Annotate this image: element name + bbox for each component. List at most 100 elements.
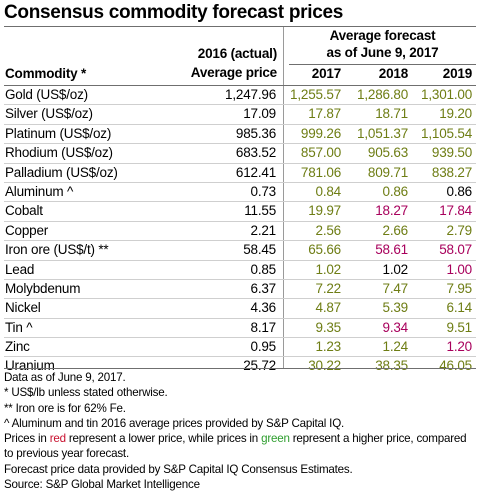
actual-price: 985.36: [235, 125, 276, 141]
forecast-2017: 4.87: [315, 300, 342, 316]
forecast-2018: 9.34: [382, 319, 409, 335]
actual-price: 0.85: [250, 261, 277, 277]
forecast-2019: 7.95: [446, 280, 473, 296]
commodity-name: Aluminum ^: [5, 183, 74, 199]
legend-text-middle: represent a lower price, while prices in: [65, 432, 262, 446]
actual-price: 2.21: [250, 222, 277, 238]
forecast-2017: 7.22: [315, 280, 342, 296]
commodity-name: Molybdenum: [5, 280, 81, 296]
note-color-legend: Prices in red represent a lower price, w…: [4, 431, 476, 462]
note-units: * US$/lb unless stated otherwise.: [4, 386, 168, 400]
actual-price: 683.52: [235, 145, 276, 161]
commodity-name: Tin ^: [5, 319, 33, 335]
legend-text-end: represent a higher price, compared to pr…: [4, 432, 467, 461]
forecast-2019: 0.86: [446, 183, 473, 199]
table-bottom-rule: [4, 368, 476, 369]
forecast-2017: 1.02: [315, 261, 342, 277]
forecast-2017: 65.66: [308, 242, 341, 258]
forecast-2019: 19.20: [439, 106, 472, 122]
table-row: Copper 2.21 2.56 2.66 2.79: [4, 222, 476, 242]
forecast-2019: 838.27: [431, 164, 472, 180]
forecast-2017: 17.87: [308, 106, 341, 122]
commodity-name: Copper: [5, 222, 49, 238]
forecast-2019: 9.51: [446, 319, 473, 335]
table-row: Aluminum ^ 0.73 0.84 0.86 0.86: [4, 183, 476, 203]
table-row: Gold (US$/oz) 1,247.96 1,255.57 1,286.80 1,3…: [4, 86, 476, 106]
header-2017: 2017: [311, 66, 341, 81]
table-row: Cobalt 11.55 19.97 18.27 17.84: [4, 202, 476, 222]
forecast-2018: 18.71: [375, 106, 408, 122]
table-row: Uranium 25.72 30.22 38.35 46.05: [4, 357, 476, 375]
legend-red-word: red: [49, 432, 66, 446]
header-forecast-line2: as of June 9, 2017: [326, 45, 439, 60]
forecast-2018: 5.39: [382, 300, 409, 316]
note-data-date: Data as of June 9, 2017.: [4, 371, 126, 384]
forecast-2017: 1.23: [315, 339, 342, 355]
header-2019: 2019: [442, 66, 472, 81]
actual-price: 58.45: [243, 242, 276, 258]
table-row: Lead 0.85 1.02 1.02 1.00: [4, 261, 476, 280]
table-row: Nickel 4.36 4.87 5.39 6.14: [4, 299, 476, 319]
forecast-2018: 58.61: [375, 242, 408, 258]
forecast-2019: 17.84: [439, 203, 472, 219]
commodity-name: Lead: [5, 261, 35, 277]
forecast-2017: 9.35: [315, 319, 342, 335]
commodity-name: Cobalt: [5, 203, 43, 219]
forecast-2017: 2.56: [315, 222, 342, 238]
header-commodity: Commodity *: [5, 66, 87, 81]
table-row: Palladium (US$/oz) 612.41 781.06 809.71 838.…: [4, 164, 476, 183]
forecast-2017: 781.06: [300, 164, 341, 180]
table-row: Iron ore (US$/t) ** 58.45 65.66 58.61 58.07: [4, 241, 476, 261]
forecast-2017: 0.84: [315, 183, 342, 199]
legend-text-start: Prices in: [4, 432, 50, 446]
forecast-2017: 1,255.57: [290, 87, 341, 102]
table-row: Zinc 0.95 1.23 1.24 1.20: [4, 338, 476, 358]
table-row: Tin ^ 8.17 9.35 9.34 9.51: [4, 319, 476, 339]
commodity-name: Silver (US$/oz): [5, 106, 93, 122]
forecast-2018: 1,051.37: [357, 125, 408, 141]
header-actual-label: Average price: [190, 65, 277, 80]
commodity-name: Uranium: [5, 358, 55, 374]
forecast-2018: 905.63: [367, 145, 408, 161]
actual-price: 11.55: [244, 203, 276, 219]
actual-price: 4.36: [250, 300, 277, 316]
forecast-2017: 857.00: [300, 145, 341, 161]
forecast-2018: 809.71: [367, 164, 408, 180]
header-2018: 2018: [378, 66, 408, 81]
table-title: Consensus commodity forecast prices: [4, 2, 476, 27]
note-source: Source: S&P Global Market Intelligence: [4, 478, 200, 492]
note-iron-ore: ** Iron ore is for 62% Fe.: [4, 401, 126, 415]
forecast-2019: 1.00: [446, 261, 473, 277]
table-row: Silver (US$/oz) 17.09 17.87 18.71 19.20: [4, 105, 476, 125]
forecast-2018: 38.35: [375, 358, 408, 374]
commodity-name: Platinum (US$/oz): [5, 125, 112, 141]
commodity-name: Gold (US$/oz): [5, 87, 88, 102]
forecast-2019: 1.20: [446, 339, 473, 355]
note-forecast-source: Forecast price data provided by S&P Capi…: [4, 462, 353, 476]
forecast-2019: 1,301.00: [421, 87, 472, 102]
forecast-2018: 7.47: [382, 280, 409, 296]
forecast-group-rule: [289, 64, 476, 65]
forecast-2017: 30.22: [308, 358, 341, 374]
header-rule: [4, 85, 476, 86]
header-actual-year: 2016 (actual): [197, 46, 277, 61]
actual-price: 25.72: [243, 358, 276, 374]
forecast-2018: 0.86: [382, 183, 409, 199]
forecast-2018: 2.66: [382, 222, 409, 238]
forecast-2017: 19.97: [308, 203, 341, 219]
commodity-name: Nickel: [5, 300, 41, 316]
forecast-2019: 1,105.54: [421, 125, 472, 141]
forecast-2019: 6.14: [446, 300, 473, 316]
forecast-2019: 58.07: [439, 242, 472, 258]
actual-price: 0.73: [250, 183, 277, 199]
header-forecast-line1: Average forecast: [329, 28, 436, 43]
actual-price: 8.17: [250, 319, 277, 335]
actual-price: 612.41: [235, 164, 276, 180]
actual-price: 1,247.96: [225, 87, 276, 102]
note-aluminum-tin: ^ Aluminum and tin 2016 average prices p…: [4, 416, 345, 430]
footnotes: Data as of June 9, 2017. * US$/lb unless…: [4, 370, 476, 492]
actual-price: 0.95: [250, 339, 277, 355]
forecast-2019: 46.05: [439, 358, 472, 374]
forecast-2018: 1,286.80: [357, 87, 408, 102]
actual-price: 17.09: [243, 106, 276, 122]
